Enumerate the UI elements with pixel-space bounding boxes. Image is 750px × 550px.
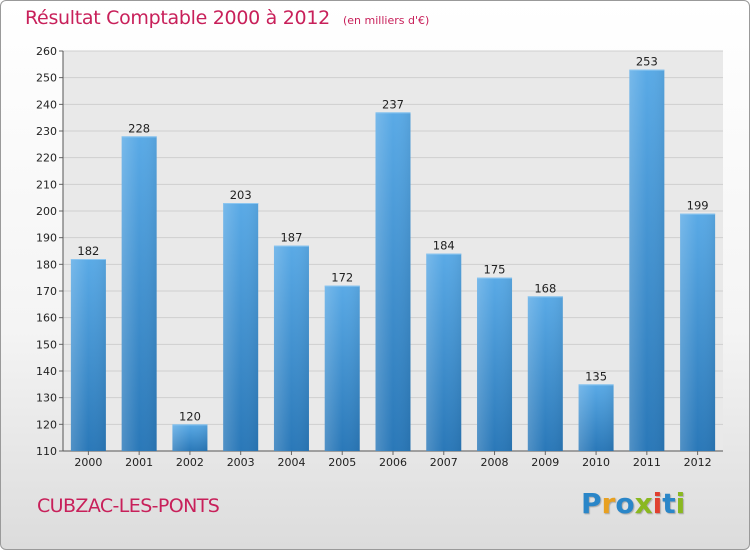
x-tick-label: 2008 [481,456,509,469]
bar-value-label: 228 [128,121,150,135]
bar-highlight [375,112,411,451]
bar-value-label: 253 [636,55,658,69]
logo-letter: t [662,487,676,520]
y-tick-label: 200 [36,205,57,218]
chart-unit: (en milliers d'€) [342,14,430,27]
y-tick-label: 230 [36,125,57,138]
bar-highlight [629,69,665,452]
bar-value-label: 203 [230,188,252,202]
x-tick-label: 2002 [176,456,204,469]
x-tick-label: 2006 [379,456,407,469]
logo-letter: i [652,487,663,520]
logo-letter: x [634,487,653,520]
bar-highlight [477,277,513,451]
y-tick-label: 130 [36,392,57,405]
x-tick-label: 2010 [582,456,610,469]
x-tick-label: 2007 [430,456,458,469]
x-tick-label: 2001 [125,456,153,469]
logo-letter: o [615,487,635,520]
bar-highlight [172,424,208,451]
bar-value-label: 237 [382,97,404,111]
chart-title: Résultat Comptable 2000 à 2012 [25,7,330,29]
bar-value-label: 135 [585,369,607,383]
bar-value-label: 175 [484,263,506,277]
bar-highlight [324,285,360,451]
bar-value-label: 172 [331,271,353,285]
x-tick-label: 2003 [227,456,255,469]
y-tick-label: 170 [36,285,57,298]
x-tick-label: 2012 [684,456,712,469]
bar-value-label: 184 [433,239,455,253]
y-tick-label: 110 [36,445,57,458]
bar-highlight [273,245,309,451]
bar-highlight [578,384,614,451]
title-row: Résultat Comptable 2000 à 2012 (en milli… [25,7,429,29]
y-tick-label: 190 [36,232,57,245]
bar-value-label: 168 [534,281,556,295]
proxiti-logo[interactable]: Proxiti [581,487,685,520]
logo-letter: r [601,487,616,520]
bar-value-label: 182 [77,244,99,258]
commune-name: CUBZAC-LES-PONTS [37,495,220,517]
y-tick-label: 260 [36,45,57,58]
y-tick-label: 220 [36,152,57,165]
bar-value-label: 199 [687,199,709,213]
y-tick-label: 210 [36,178,57,191]
bar-highlight [121,136,157,452]
y-tick-label: 140 [36,365,57,378]
y-tick-label: 240 [36,98,57,111]
x-tick-label: 2000 [74,456,102,469]
x-tick-label: 2004 [277,456,305,469]
bar-highlight [223,203,259,451]
logo-letter: P [581,487,602,520]
bar-highlight [70,259,106,451]
y-tick-label: 180 [36,258,57,271]
bar-value-label: 120 [179,409,201,423]
y-tick-label: 150 [36,338,57,351]
x-tick-label: 2011 [633,456,661,469]
bar-highlight [527,296,563,451]
y-tick-label: 120 [36,418,57,431]
x-tick-label: 2009 [531,456,559,469]
y-tick-label: 250 [36,72,57,85]
x-tick-label: 2005 [328,456,356,469]
logo-letter: i [675,487,686,520]
y-tick-label: 160 [36,312,57,325]
bar-highlight [680,213,716,451]
bar-value-label: 187 [280,231,302,245]
bar-highlight [426,253,462,451]
